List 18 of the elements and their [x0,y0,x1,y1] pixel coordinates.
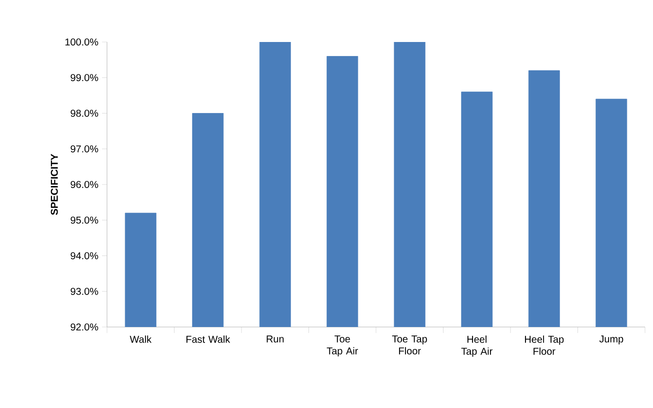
x-tick-label: Run [266,336,284,342]
y-tick-label: 96.0% [70,180,98,188]
x-tick-label: Jump [599,336,624,344]
y-tick-label: 99.0% [70,74,98,82]
x-tick-label: Toe Tap Floor [392,336,427,354]
x-tick-label: Heel Tap Floor [525,336,564,355]
y-axis-title: SPECIFICITY [50,154,58,215]
y-tick-label: 100.0% [65,38,98,46]
y-tick-label: 95.0% [70,216,98,224]
x-tick-label: Fast Walk [186,336,230,343]
y-tick-label: 98.0% [70,110,98,117]
y-tick-label: 97.0% [70,145,98,152]
x-tick-label: Walk [130,336,152,343]
x-tick-label: Toe Tap Air [326,336,358,356]
y-tick-label: 92.0% [70,323,98,331]
x-tick-label: Heel Tap Air [461,336,492,357]
y-tick-label: 93.0% [70,288,98,295]
y-tick-label: 94.0% [70,252,98,260]
